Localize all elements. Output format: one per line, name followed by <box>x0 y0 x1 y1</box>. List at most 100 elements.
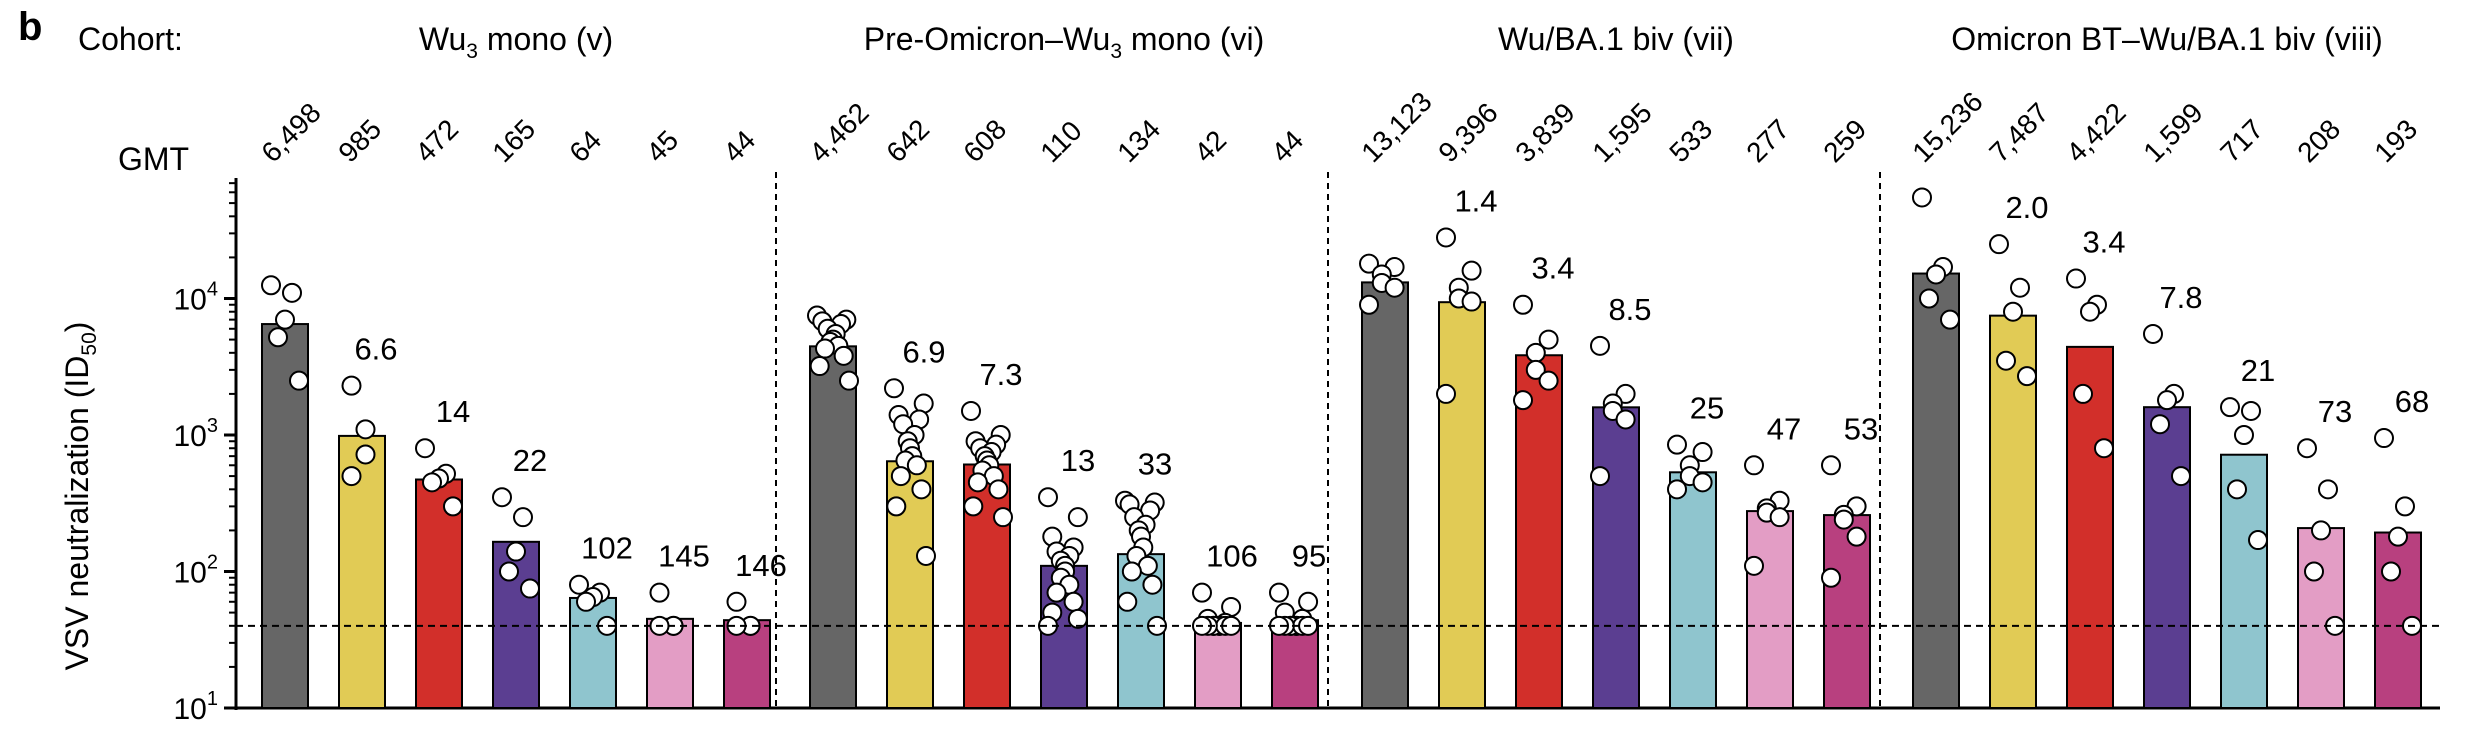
data-point <box>1046 582 1067 603</box>
data-point <box>1192 582 1212 603</box>
data-point <box>649 582 670 603</box>
gmt-label: 3,839 <box>1509 97 1580 168</box>
data-point <box>2157 390 2177 411</box>
data-point <box>341 466 362 487</box>
data-point <box>1846 526 1867 547</box>
data-point <box>726 591 747 612</box>
data-point <box>2143 323 2163 344</box>
y-tick-label: 103 <box>174 415 219 453</box>
fold-label: 14 <box>436 394 470 429</box>
gmt-label: 259 <box>1817 113 1872 168</box>
data-point <box>1996 350 2016 371</box>
gmt-label: 4,462 <box>803 97 874 168</box>
data-point <box>1821 455 1841 476</box>
data-point <box>1833 509 1854 530</box>
gmt-label: 608 <box>957 113 1012 168</box>
fold-label: 53 <box>1844 411 1878 446</box>
data-point <box>833 345 854 366</box>
data-point <box>261 275 281 296</box>
data-point <box>1821 567 1841 588</box>
gmt-label: 42 <box>1188 124 1232 168</box>
data-point <box>1590 466 1610 487</box>
data-point <box>275 309 295 330</box>
data-point <box>2017 366 2037 387</box>
gmt-label: 208 <box>2291 113 2346 168</box>
data-point <box>886 496 907 517</box>
data-point <box>513 507 533 528</box>
data-point <box>961 400 981 421</box>
data-point <box>2381 561 2401 582</box>
gmt-label: 533 <box>1663 113 1718 168</box>
gmt-label: 44 <box>717 124 761 168</box>
data-point <box>1525 342 1546 363</box>
data-point <box>2171 466 2191 487</box>
bar <box>1669 471 1717 709</box>
data-point <box>1692 442 1713 463</box>
gmt-label: 193 <box>2368 113 2423 168</box>
data-point <box>2395 496 2415 517</box>
cohort-title: Wu/BA.1 biv (vii) <box>1498 21 1734 57</box>
data-point <box>355 419 376 440</box>
gmt-label: 4,422 <box>2060 97 2131 168</box>
data-point <box>443 496 463 517</box>
data-point <box>289 370 309 391</box>
data-point <box>1436 227 1456 248</box>
bar <box>1194 621 1242 709</box>
data-point <box>839 370 859 391</box>
fold-label: 73 <box>2318 394 2352 429</box>
bar <box>338 434 386 709</box>
data-point <box>1513 294 1533 315</box>
data-point <box>1926 264 1946 285</box>
fold-label: 21 <box>2241 353 2275 388</box>
data-point <box>415 438 435 459</box>
panel-label: b <box>18 5 42 49</box>
fold-label: 33 <box>1138 447 1172 482</box>
y-tick-label: 104 <box>174 279 219 317</box>
bar <box>2143 406 2191 709</box>
gmt-label: 985 <box>332 113 387 168</box>
data-point <box>1692 472 1713 493</box>
cohort-title: Omicron BT–Wu/BA.1 biv (viii) <box>1951 21 2383 57</box>
data-point <box>1615 409 1636 430</box>
data-point <box>1461 260 1482 281</box>
fold-label: 7.3 <box>979 357 1022 392</box>
cohort-prefix: Cohort: <box>78 21 183 57</box>
bar <box>1746 510 1794 709</box>
fold-label: 102 <box>581 531 633 566</box>
data-point <box>282 282 302 303</box>
y-axis-label: VSV neutralization (ID50) <box>59 322 101 671</box>
gmt-label: 6,498 <box>255 97 326 168</box>
fold-label: 7.8 <box>2159 280 2202 315</box>
data-point <box>2388 526 2408 547</box>
data-point <box>1919 288 1939 309</box>
data-point <box>1769 507 1790 528</box>
gmt-label: 9,396 <box>1432 97 1503 168</box>
data-point <box>1067 608 1088 629</box>
data-point <box>1117 591 1138 612</box>
fold-label: 6.6 <box>354 332 397 367</box>
fold-label: 145 <box>658 539 710 574</box>
data-point <box>492 487 512 508</box>
data-point <box>1063 591 1084 612</box>
data-point <box>1940 309 1960 330</box>
bar <box>1823 514 1871 710</box>
data-point <box>2227 479 2247 500</box>
data-point <box>2080 301 2100 322</box>
data-point <box>1359 294 1379 315</box>
data-point <box>422 472 442 493</box>
gmt-label: 1,599 <box>2137 97 2208 168</box>
data-point <box>1538 329 1559 350</box>
data-point <box>988 479 1009 500</box>
data-point <box>809 356 830 377</box>
data-point <box>2374 428 2394 449</box>
data-point <box>2241 400 2261 421</box>
data-point <box>1513 390 1533 411</box>
gmt-label: 13,123 <box>1355 86 1437 168</box>
data-point <box>906 455 927 476</box>
data-point <box>2318 479 2338 500</box>
data-point <box>1744 455 1764 476</box>
cohort-title: Pre-Omicron–Wu3 mono (vi) <box>864 21 1265 63</box>
bar <box>1592 406 1640 709</box>
bar <box>2066 345 2114 709</box>
